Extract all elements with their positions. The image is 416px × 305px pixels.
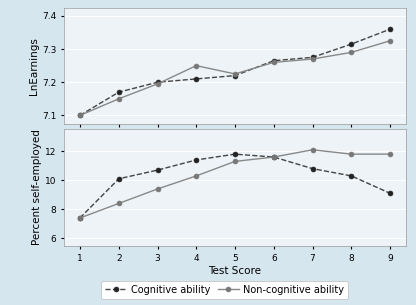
Y-axis label: LnEarnings: LnEarnings [29,37,39,95]
Legend: Cognitive ability, Non-cognitive ability: Cognitive ability, Non-cognitive ability [102,281,348,299]
Y-axis label: Percent self-employed: Percent self-employed [32,130,42,246]
X-axis label: Test Score: Test Score [208,266,262,276]
